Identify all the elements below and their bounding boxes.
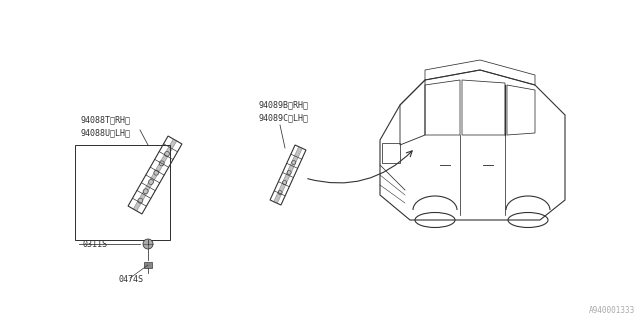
Text: 94088T〈RH〉: 94088T〈RH〉: [80, 115, 130, 124]
Text: 94089B〈RH〉: 94089B〈RH〉: [258, 100, 308, 109]
Text: 94088U〈LH〉: 94088U〈LH〉: [80, 128, 130, 137]
Bar: [382, 143, 400, 163]
Bar: [144, 262, 152, 268]
Text: 0311S: 0311S: [82, 239, 107, 249]
Polygon shape: [133, 139, 177, 211]
Text: 0474S: 0474S: [118, 276, 143, 284]
Bar: [75, 145, 170, 240]
Polygon shape: [274, 147, 302, 203]
Text: 94089C〈LH〉: 94089C〈LH〉: [258, 113, 308, 122]
Text: A940001333: A940001333: [589, 306, 635, 315]
Ellipse shape: [143, 239, 153, 249]
